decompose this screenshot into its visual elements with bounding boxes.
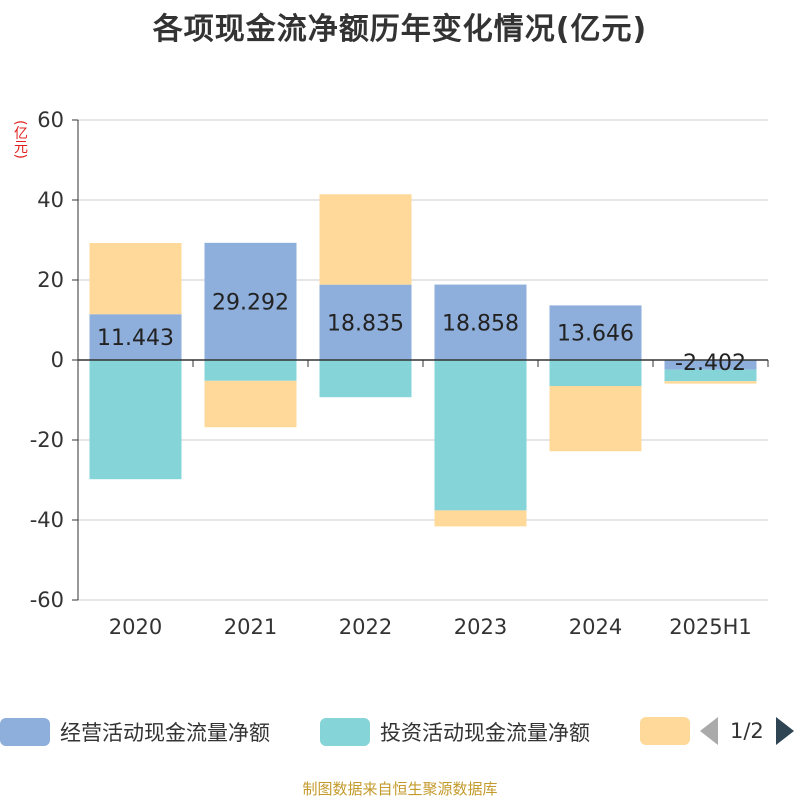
chart-title: 各项现金流净额历年变化情况(亿元) (152, 12, 648, 47)
data-label: 13.646 (557, 322, 634, 347)
bar-s0-2025H1 (664, 360, 757, 370)
axes: 60 40 20 0 -20 -40 -60 2020 2021 2022 2023 2024 2025… (30, 108, 769, 639)
y-tick-label: 40 (37, 188, 64, 212)
data-label: 11.443 (97, 326, 174, 351)
bars (89, 194, 757, 527)
y-tick-label: 60 (37, 108, 64, 132)
bar-s0-2023 (434, 284, 527, 360)
data-label: -2.402 (675, 351, 746, 376)
y-tick-label: -60 (30, 588, 64, 612)
x-tick-label: 2021 (224, 615, 277, 639)
y-tick-label: 20 (37, 268, 64, 292)
bar-s1-2022 (319, 360, 412, 398)
bar-s2-2021 (204, 380, 297, 428)
bar-s2-2024 (549, 386, 642, 452)
bar-s2-2023 (434, 510, 527, 527)
legend-label-operating: 经营活动现金流量净额 (60, 721, 270, 745)
data-label: 18.835 (327, 311, 404, 336)
bar-s0-2021 (204, 242, 297, 360)
bar-s1-2021 (204, 360, 297, 381)
legend-item-operating[interactable]: 经营活动现金流量净额 (0, 717, 270, 747)
y-axis-unit: (亿元) (12, 120, 28, 159)
bar-s0-2020 (89, 314, 182, 360)
bar-s1-2025H1 (664, 369, 757, 382)
bar-s1-2023 (434, 360, 527, 511)
legend-item-investing[interactable]: 投资活动现金流量净额 (320, 717, 590, 747)
data-label: 18.858 (442, 311, 519, 336)
legend-swatch-investing (320, 718, 370, 746)
data-label: 29.292 (212, 290, 289, 315)
y-tick-label: -20 (30, 428, 64, 452)
x-tick-label: 2020 (109, 615, 162, 639)
x-tick-label: 2024 (569, 615, 622, 639)
bar-s2-2025H1 (664, 381, 757, 384)
y-tick-label: 0 (51, 348, 64, 372)
bar-s1-2020 (89, 360, 182, 480)
legend-swatch-financing (640, 717, 690, 745)
bar-s1-2024 (549, 360, 642, 386)
source-footer: 制图数据来自恒生聚源数据库 (302, 780, 498, 798)
bar-s0-2022 (319, 284, 412, 360)
legend-swatch-operating (0, 718, 50, 746)
data-labels: 11.443 29.292 18.835 18.858 13.646 -2.402 (97, 290, 746, 376)
legend: 经营活动现金流量净额 投资活动现金流量净额 1/2 (0, 715, 800, 755)
x-tick-label: 2022 (339, 615, 392, 639)
chart-area: 60 40 20 0 -20 -40 -60 2020 2021 2022 2023 2024 2025… (30, 108, 769, 639)
bar-s2-2020 (89, 243, 182, 315)
bar-s2-2022 (319, 194, 412, 285)
x-tick-label: 2023 (454, 615, 507, 639)
legend-item-financing[interactable] (640, 717, 700, 745)
legend-pager: 1/2 (700, 717, 794, 745)
legend-page-number: 1/2 (730, 719, 764, 743)
y-tick-label: -40 (30, 508, 64, 532)
x-tick-label: 2025H1 (669, 615, 752, 639)
legend-label-investing: 投资活动现金流量净额 (380, 721, 590, 745)
legend-next-icon[interactable] (775, 717, 794, 745)
legend-prev-icon[interactable] (700, 717, 718, 745)
bar-s0-2024 (549, 305, 642, 360)
